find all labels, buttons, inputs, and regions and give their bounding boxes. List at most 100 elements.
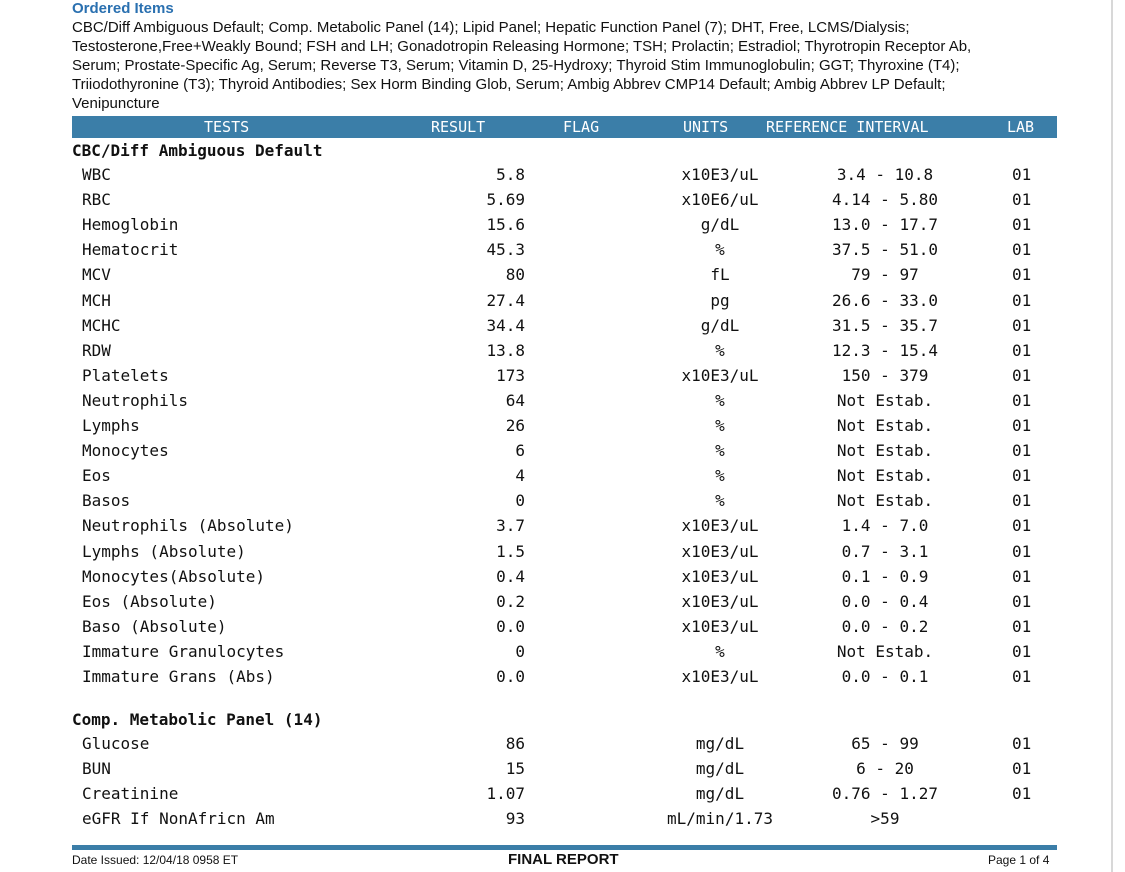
table-row: Baso (Absolute) 0.0 x10E3/uL 0.0 - 0.2 01 bbox=[0, 617, 1125, 642]
report-status: FINAL REPORT bbox=[508, 851, 619, 868]
test-name: RDW bbox=[82, 340, 111, 360]
units: pg bbox=[710, 290, 730, 310]
table-row: Immature Granulocytes 0% Not Estab. 01 bbox=[0, 642, 1125, 667]
page-number: Page 1 of 4 bbox=[988, 853, 1050, 867]
test-name: WBC bbox=[82, 165, 111, 184]
result-value: 0.4 bbox=[496, 566, 525, 586]
test-name: Eos (Absolute) bbox=[82, 591, 217, 611]
result-value: 15.6 bbox=[486, 215, 525, 235]
lab-code: 01 bbox=[1012, 365, 1032, 385]
table-row: Neutrophils 64% Not Estab. 01 bbox=[0, 391, 1125, 416]
reference-interval: 0.0 - 0.4 bbox=[841, 591, 929, 611]
reference-interval: 4.14 - 5.80 bbox=[832, 190, 938, 210]
table-row: MCHC 34.4 g/dL 31.5 - 35.7 01 bbox=[0, 316, 1125, 341]
result-value: 6 bbox=[515, 441, 525, 461]
units: x10E3/uL bbox=[681, 616, 759, 636]
table-row: Monocytes 6% Not Estab. 01 bbox=[0, 441, 1125, 466]
footer-divider bbox=[72, 845, 1057, 850]
reference-interval: 79 - 97 bbox=[851, 265, 919, 285]
result-value: 0.0 bbox=[496, 616, 525, 636]
reference-interval: 0.0 - 0.1 bbox=[841, 667, 929, 686]
units: x10E3/uL bbox=[681, 516, 759, 536]
units: % bbox=[715, 466, 725, 486]
lab-code: 01 bbox=[1012, 466, 1032, 486]
table-row: WBC 5.8 x10E3/uL 3.4 - 10.8 01 bbox=[0, 165, 1125, 190]
reference-interval: Not Estab. bbox=[836, 491, 934, 511]
result-value: 1.07 bbox=[486, 784, 525, 804]
results-table-header: TESTS RESULT FLAG UNITS REFERENCE INTERV… bbox=[72, 116, 1057, 138]
result-value: 3.7 bbox=[496, 516, 525, 536]
result-value: 27.4 bbox=[486, 290, 525, 310]
table-row: eGFR If NonAfricn Am 93 mL/min/1.73 >59 bbox=[0, 809, 1125, 834]
result-value: 0.2 bbox=[496, 591, 525, 611]
table-row: BUN 15 mg/dL 6 - 20 01 bbox=[0, 759, 1125, 784]
units: % bbox=[715, 240, 725, 260]
units: mg/dL bbox=[695, 784, 745, 804]
test-name: Basos bbox=[82, 491, 131, 511]
lab-code: 01 bbox=[1012, 566, 1032, 586]
header-result: RESULT bbox=[431, 118, 486, 136]
table-row: Hematocrit 45.3% 37.5 - 51.0 01 bbox=[0, 240, 1125, 265]
result-value: 34.4 bbox=[486, 315, 525, 335]
lab-code: 01 bbox=[1012, 441, 1032, 461]
reference-interval: Not Estab. bbox=[836, 416, 934, 435]
lab-code: 01 bbox=[1012, 215, 1032, 235]
header-flag: FLAG bbox=[563, 118, 600, 136]
test-name: Lymphs (Absolute) bbox=[82, 541, 246, 561]
reference-interval: 0.76 - 1.27 bbox=[832, 784, 938, 804]
lab-code: 01 bbox=[1012, 165, 1032, 184]
section-title: CBC/Diff Ambiguous Default bbox=[72, 141, 323, 160]
units: g/dL bbox=[700, 315, 740, 335]
reference-interval: 150 - 379 bbox=[841, 365, 929, 385]
units: % bbox=[715, 441, 725, 461]
lab-code: 01 bbox=[1012, 315, 1032, 335]
units: x10E3/uL bbox=[681, 566, 759, 586]
test-name: Hemoglobin bbox=[82, 215, 179, 235]
lab-code: 01 bbox=[1012, 390, 1032, 410]
test-name: Creatinine bbox=[82, 784, 179, 804]
test-name: Monocytes bbox=[82, 441, 169, 461]
units: x10E3/uL bbox=[681, 667, 759, 686]
reference-interval: 13.0 - 17.7 bbox=[832, 215, 938, 235]
units: mL/min/1.73 bbox=[667, 809, 773, 829]
result-value: 86 bbox=[505, 734, 525, 753]
test-name: Neutrophils (Absolute) bbox=[82, 516, 294, 536]
units: mg/dL bbox=[695, 759, 745, 779]
result-value: 5.8 bbox=[496, 165, 525, 184]
reference-interval: 6 - 20 bbox=[856, 759, 914, 779]
reference-interval: Not Estab. bbox=[836, 390, 934, 410]
lab-code: 01 bbox=[1012, 759, 1032, 779]
ordered-items-line: Triiodothyronine (T3); Thyroid Antibodie… bbox=[72, 76, 946, 93]
lab-code: 01 bbox=[1012, 265, 1032, 285]
units: % bbox=[715, 491, 725, 511]
lab-code: 01 bbox=[1012, 616, 1032, 636]
lab-code: 01 bbox=[1012, 416, 1032, 435]
test-name: Glucose bbox=[82, 734, 150, 753]
ordered-items-line: CBC/Diff Ambiguous Default; Comp. Metabo… bbox=[72, 19, 910, 36]
reference-interval: 37.5 - 51.0 bbox=[832, 240, 938, 260]
table-row: Neutrophils (Absolute) 3.7 x10E3/uL 1.4 - 7… bbox=[0, 516, 1125, 541]
reference-interval: Not Estab. bbox=[836, 466, 934, 486]
result-value: 1.5 bbox=[496, 541, 525, 561]
reference-interval: >59 bbox=[870, 809, 900, 829]
reference-interval: 0.7 - 3.1 bbox=[841, 541, 929, 561]
test-name: Hematocrit bbox=[82, 240, 179, 260]
units: % bbox=[715, 340, 725, 360]
lab-code: 01 bbox=[1012, 734, 1032, 753]
test-name: BUN bbox=[82, 759, 111, 779]
units: % bbox=[715, 390, 725, 410]
units: fL bbox=[710, 265, 730, 285]
lab-code: 01 bbox=[1012, 591, 1032, 611]
reference-interval: 0.0 - 0.2 bbox=[841, 616, 929, 636]
ordered-items-line: Venipuncture bbox=[72, 95, 160, 112]
units: x10E3/uL bbox=[681, 541, 759, 561]
table-row: RBC 5.69 x10E6/uL 4.14 - 5.80 01 bbox=[0, 190, 1125, 215]
units: % bbox=[715, 416, 725, 435]
table-row: Creatinine 1.07 mg/dL 0.76 - 1.27 01 bbox=[0, 784, 1125, 809]
test-name: Eos bbox=[82, 466, 111, 486]
lab-code: 01 bbox=[1012, 641, 1032, 661]
ordered-items-line: Serum; Prostate-Specific Ag, Serum; Reve… bbox=[72, 57, 960, 74]
reference-interval: Not Estab. bbox=[836, 441, 934, 461]
date-issued: Date Issued: 12/04/18 0958 ET bbox=[72, 853, 239, 867]
table-row: MCV 80 fL 79 - 97 01 bbox=[0, 265, 1125, 290]
